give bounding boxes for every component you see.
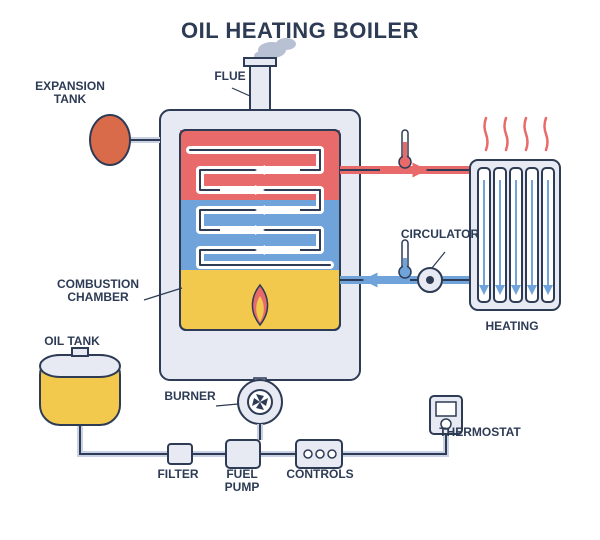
- label-circulator: CIRCULATOR: [390, 228, 490, 241]
- fuel-pump-box: [226, 440, 260, 468]
- oil-tank: [40, 348, 120, 425]
- diagram-canvas: OIL HEATING BOILER EXPANSION TANK FLUE C…: [0, 0, 600, 540]
- radiator: [470, 118, 560, 310]
- diagram-title: OIL HEATING BOILER: [0, 18, 600, 44]
- label-expansion-tank: EXPANSION TANK: [20, 80, 120, 106]
- thermometer-cold-icon: [399, 240, 411, 278]
- label-thermostat: THERMOSTAT: [430, 426, 530, 439]
- label-oil-tank: OIL TANK: [22, 335, 122, 348]
- label-filter: FILTER: [128, 468, 228, 481]
- label-flue: FLUE: [180, 70, 280, 83]
- lower-piping: [80, 424, 446, 454]
- circulator: [418, 268, 442, 292]
- label-combustion-chamber: COMBUSTION CHAMBER: [48, 278, 148, 304]
- flue-pipe: [244, 58, 276, 112]
- controls-box: [296, 440, 342, 468]
- filter-box: [168, 444, 192, 464]
- label-burner: BURNER: [140, 390, 240, 403]
- expansion-tank: [90, 115, 160, 165]
- combustion-chamber: [180, 130, 340, 330]
- thermometer-hot-icon: [399, 130, 411, 168]
- burner: [238, 378, 282, 424]
- label-heating: HEATING: [462, 320, 562, 333]
